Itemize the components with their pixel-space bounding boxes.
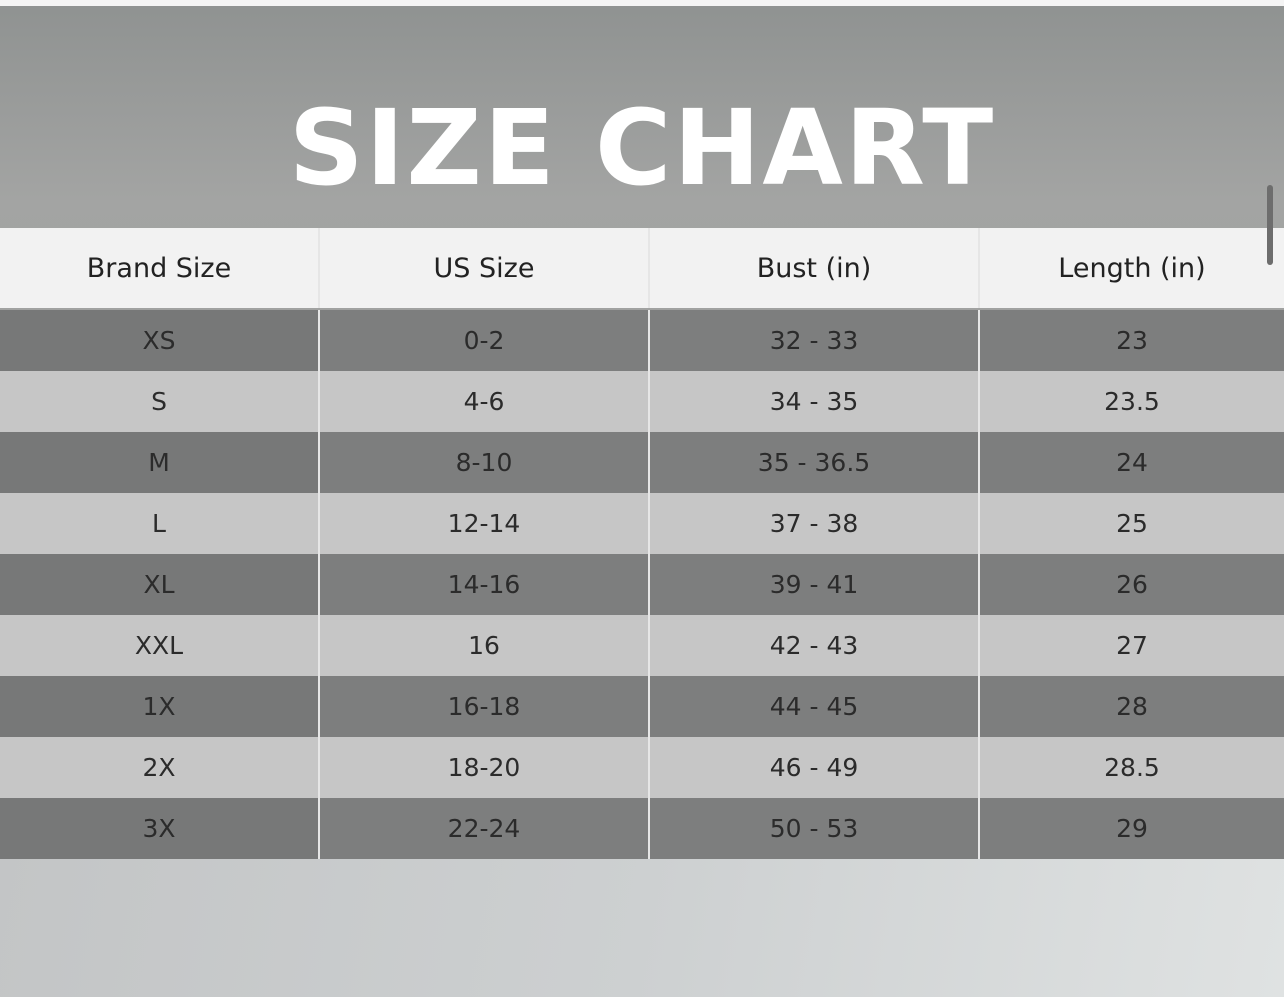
- cell-brand-size: 2X: [142, 753, 176, 782]
- header-bust: Bust (in): [648, 228, 978, 308]
- table-row: 2X 18-20 46 - 49 28.5: [0, 737, 1284, 798]
- table-row: L 12-14 37 - 38 25: [0, 493, 1284, 554]
- table-row: M 8-10 35 - 36.5 24: [0, 432, 1284, 493]
- cell-brand-size: S: [151, 387, 167, 416]
- cell-brand-size: 3X: [0, 798, 318, 859]
- table-row: S 4-6 34 - 35 23.5: [0, 371, 1284, 432]
- cell-bust: 34 - 35: [648, 371, 978, 432]
- cell-bust: 42 - 43: [648, 615, 978, 676]
- top-strip: [0, 0, 1284, 6]
- cell-us-size: 14-16: [318, 554, 648, 615]
- cell-us-size: 12-14: [318, 493, 648, 554]
- cell-length: 24: [978, 432, 1284, 493]
- cell-bust: 39 - 41: [648, 554, 978, 615]
- cell-us-size: 22-24: [318, 798, 648, 859]
- cell-length: 28: [978, 676, 1284, 737]
- cell-length: 28.5: [978, 737, 1284, 798]
- cell-length: 25: [978, 493, 1284, 554]
- page-title: SIZE CHART: [288, 87, 996, 209]
- cell-length: 29: [978, 798, 1284, 859]
- cell-brand-size: M: [0, 432, 318, 493]
- cell-length: 23.5: [978, 371, 1284, 432]
- cell-bust: 32 - 33: [648, 310, 978, 371]
- cell-length: 27: [978, 615, 1284, 676]
- cell-brand-size: XS: [0, 310, 318, 371]
- cell-us-size: 4-6: [318, 371, 648, 432]
- cell-us-size: 16: [318, 615, 648, 676]
- table-row: 3X 22-24 50 - 53 29: [0, 798, 1284, 859]
- cell-us-size: 8-10: [318, 432, 648, 493]
- cell-brand-size: XL: [0, 554, 318, 615]
- header-length: Length (in): [978, 228, 1284, 308]
- table-header-row: Brand Size US Size Bust (in) Length (in): [0, 228, 1284, 308]
- cell-us-size: 0-2: [318, 310, 648, 371]
- cell-brand-size: XXL: [134, 631, 184, 660]
- table-row: 1X 16-18 44 - 45 28: [0, 676, 1284, 737]
- table-row: XL 14-16 39 - 41 26: [0, 554, 1284, 615]
- cell-bust: 37 - 38: [648, 493, 978, 554]
- cell-bust: 44 - 45: [648, 676, 978, 737]
- cell-length: 23: [978, 310, 1284, 371]
- cell-bust: 35 - 36.5: [648, 432, 978, 493]
- table-row: XS 0-2 32 - 33 23: [0, 310, 1284, 371]
- background-footer: [0, 858, 1284, 997]
- cell-length: 26: [978, 554, 1284, 615]
- scrollbar[interactable]: [1267, 185, 1273, 265]
- cell-bust: 46 - 49: [648, 737, 978, 798]
- cell-bust: 50 - 53: [648, 798, 978, 859]
- cell-us-size: 16-18: [318, 676, 648, 737]
- cell-us-size: 18-20: [318, 737, 648, 798]
- size-table: Brand Size US Size Bust (in) Length (in)…: [0, 228, 1284, 859]
- header-us-size: US Size: [318, 228, 648, 308]
- cell-brand-size: 1X: [0, 676, 318, 737]
- header-brand-size: Brand Size: [86, 252, 232, 284]
- cell-brand-size: L: [152, 509, 166, 538]
- table-row: XXL 16 42 - 43 27: [0, 615, 1284, 676]
